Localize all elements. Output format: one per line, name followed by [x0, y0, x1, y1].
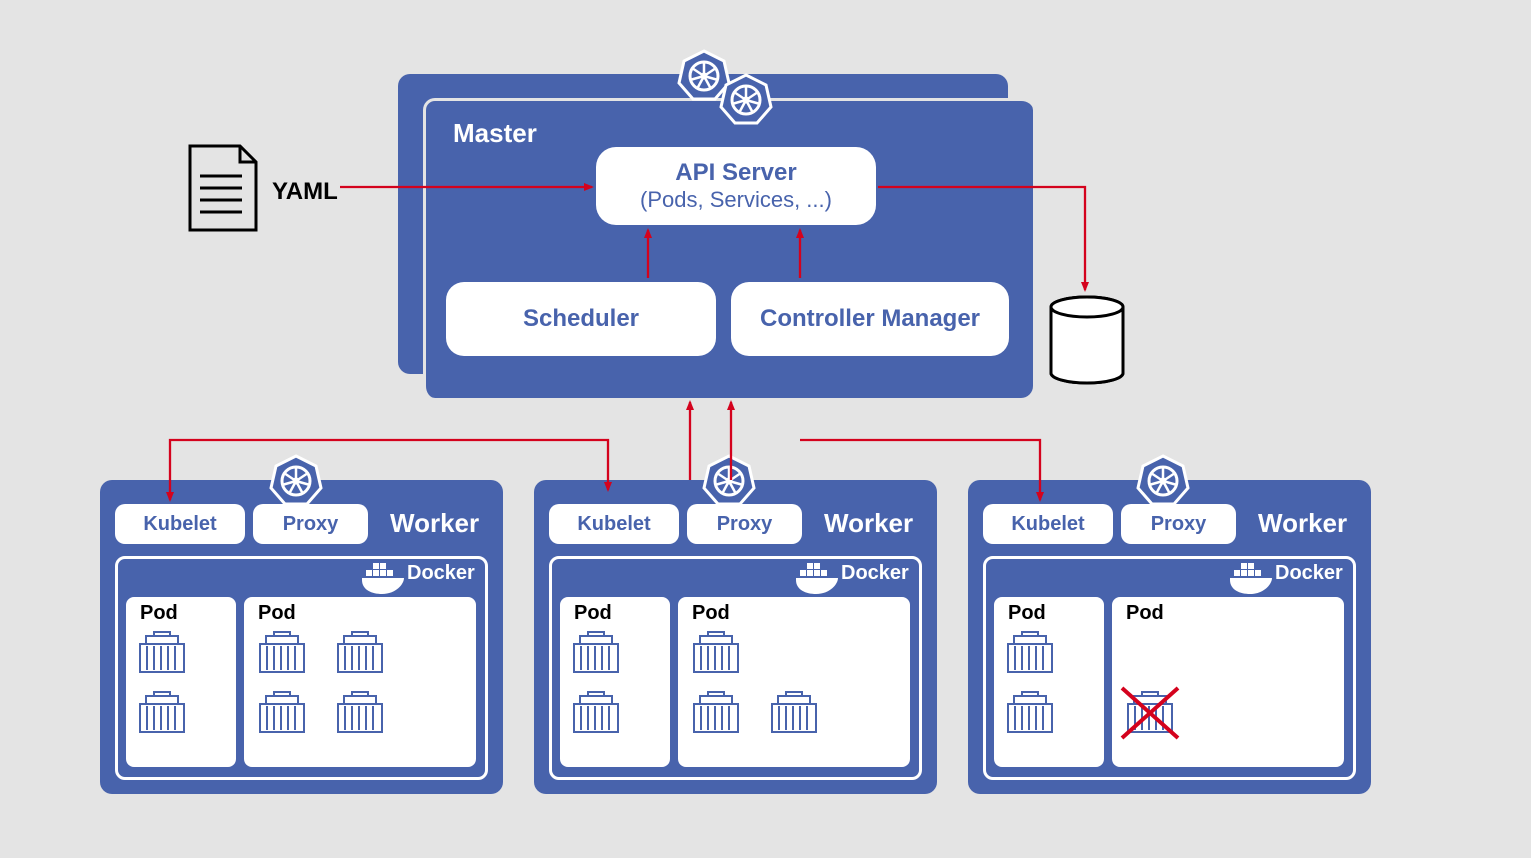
api-server-subtitle: (Pods, Services, ...) — [640, 187, 832, 213]
pod-label: Pod — [140, 602, 178, 625]
api-server-box: API Server (Pods, Services, ...) — [596, 147, 876, 225]
scheduler-label: Scheduler — [523, 305, 639, 333]
yaml-label: YAML — [272, 178, 338, 206]
kubelet-box: Kubelet — [549, 504, 679, 544]
worker-node-3: KubeletProxy Worker Docker Pod Pod — [968, 480, 1371, 794]
api-server-title: API Server — [675, 159, 796, 187]
worker-title: Worker — [824, 508, 913, 539]
docker-label: Docker — [407, 562, 475, 585]
pod-label: Pod — [1008, 602, 1046, 625]
proxy-box: Proxy — [253, 504, 368, 544]
proxy-box: Proxy — [1121, 504, 1236, 544]
etcd-label: etcd — [1064, 330, 1109, 356]
pod-label: Pod — [1126, 602, 1164, 625]
yaml-file-icon — [190, 146, 256, 230]
worker-title: Worker — [1258, 508, 1347, 539]
pod-label: Pod — [258, 602, 296, 625]
master-title: Master — [453, 118, 537, 149]
docker-label: Docker — [841, 562, 909, 585]
worker-title: Worker — [390, 508, 479, 539]
proxy-box: Proxy — [687, 504, 802, 544]
pod-label: Pod — [692, 602, 730, 625]
controller-manager-box: Controller Manager — [731, 282, 1009, 356]
worker-node-2: KubeletProxy Worker Docker Pod Pod — [534, 480, 937, 794]
scheduler-box: Scheduler — [446, 282, 716, 356]
docker-label: Docker — [1275, 562, 1343, 585]
controller-manager-label: Controller Manager — [760, 305, 980, 333]
pod-label: Pod — [574, 602, 612, 625]
kubelet-box: Kubelet — [115, 504, 245, 544]
worker-node-1: KubeletProxy Worker Docker Pod Pod — [100, 480, 503, 794]
kubelet-box: Kubelet — [983, 504, 1113, 544]
